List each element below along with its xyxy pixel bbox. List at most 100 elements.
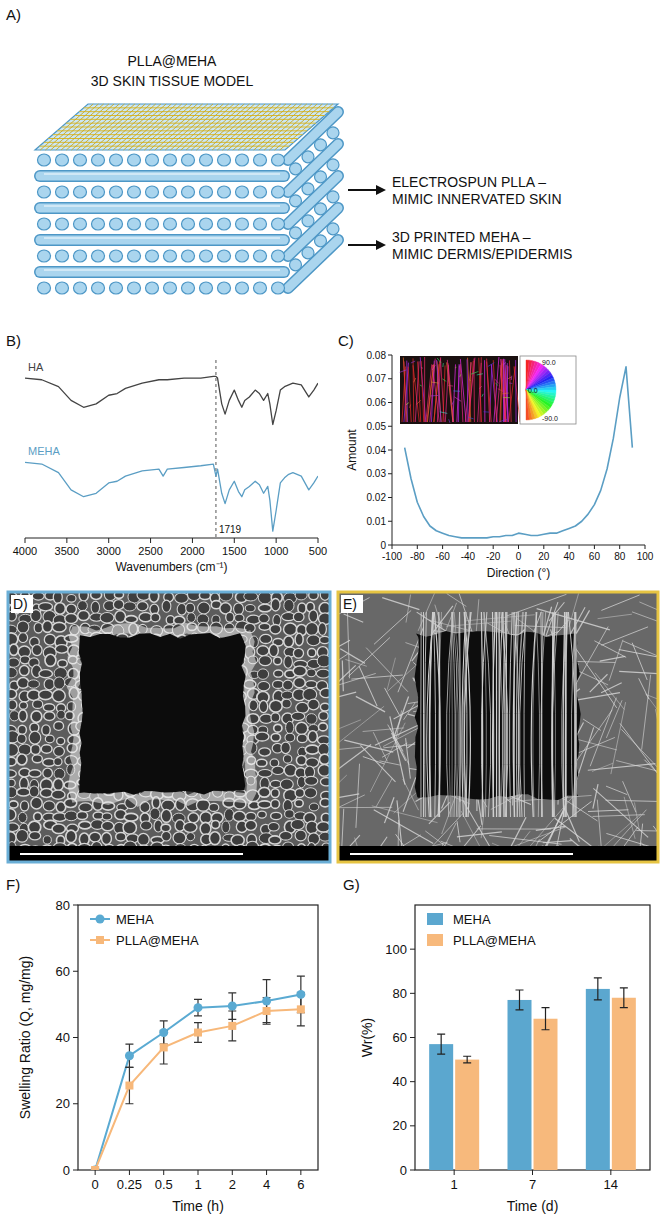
y-tick-label: 80 [393, 986, 407, 1001]
strand-end [254, 186, 267, 198]
pore [44, 712, 55, 721]
inset-fiber [484, 411, 489, 412]
pore [258, 592, 272, 604]
bar [534, 1019, 558, 1170]
aligned-fiber [575, 612, 577, 817]
inset-fiber [503, 359, 508, 422]
strand-end [38, 154, 51, 166]
pore [224, 809, 234, 822]
fiber [644, 760, 658, 812]
fiber [593, 815, 645, 817]
inset-fiber [503, 393, 509, 395]
pore [296, 702, 309, 713]
marker [228, 1002, 237, 1011]
y-tick-label: 0.04 [367, 445, 387, 456]
rim [72, 628, 252, 801]
aligned-fiber [434, 612, 440, 817]
image-ground [8, 592, 330, 862]
fiber [280, 104, 333, 150]
pore [32, 645, 42, 656]
pore [309, 803, 319, 811]
fiber [636, 831, 658, 832]
panel-label: G) [343, 876, 360, 893]
pore [258, 787, 270, 797]
y-tick-label: 0.08 [367, 350, 387, 361]
scaffold [35, 104, 339, 294]
strand-end [164, 154, 177, 166]
marker [125, 1082, 133, 1090]
fiber [338, 807, 392, 808]
fiber [370, 723, 405, 792]
fiber [592, 763, 613, 771]
fiber [461, 811, 480, 847]
pore [9, 644, 18, 655]
legend-swatch [427, 934, 443, 946]
pore [187, 613, 195, 623]
aligned-fiber [439, 612, 442, 817]
pore [123, 602, 136, 611]
pore [283, 680, 293, 690]
error-bar [516, 990, 524, 1010]
strand-end [128, 282, 141, 294]
y-tick [388, 497, 392, 498]
pore [149, 592, 159, 602]
inset-fiber [442, 363, 443, 367]
pore [113, 600, 124, 610]
x-axis-title: Time (d) [507, 1198, 559, 1214]
pore [33, 700, 43, 708]
aligned-fiber [451, 612, 453, 817]
x-tick [232, 1170, 233, 1175]
pore [234, 603, 244, 615]
strand-end [254, 154, 267, 166]
x-tick-label: 0 [516, 551, 522, 562]
aligned-fiber [423, 612, 424, 817]
x-tick-label: 60 [589, 551, 601, 562]
y-tick-label: 0.06 [367, 397, 387, 408]
pore [125, 616, 137, 623]
marker [194, 1029, 202, 1037]
strand-end [182, 218, 195, 230]
pore [308, 649, 316, 657]
pore [297, 734, 307, 742]
x-tick [518, 545, 519, 549]
pore [304, 788, 316, 798]
aligned-fiber [552, 612, 555, 817]
pore [52, 690, 65, 702]
pore [209, 803, 219, 811]
aligned-fiber [571, 612, 575, 817]
fiber [620, 723, 658, 786]
x-tick [454, 1170, 455, 1175]
aligned-fiber [433, 612, 435, 817]
legend-label: MEHA [116, 912, 154, 927]
pore [245, 820, 256, 830]
inset-fiber [453, 390, 460, 391]
y-tick-label: 0.05 [367, 421, 387, 432]
inset-fiber [484, 360, 485, 422]
pore [258, 770, 272, 778]
wheel-label: 0.0 [528, 387, 538, 394]
x-tick [645, 545, 646, 549]
x-tick-label: 2000 [180, 545, 204, 557]
arrow [348, 189, 376, 191]
pore [318, 723, 327, 731]
pore [320, 703, 329, 711]
hole [79, 633, 246, 795]
legend-marker [96, 936, 104, 944]
marker [91, 1166, 100, 1171]
pore [295, 800, 303, 807]
inset-fiber [449, 419, 450, 423]
aligned-fiber [552, 612, 555, 817]
pore [116, 832, 126, 841]
pore [283, 755, 291, 763]
series-label: HA [28, 361, 44, 373]
strand-end [182, 154, 195, 166]
strand [40, 202, 284, 214]
strand-end [218, 250, 231, 262]
strand-end [200, 154, 213, 166]
fiber [606, 800, 658, 801]
strand-end [236, 186, 249, 198]
aligned-fiber [497, 612, 503, 817]
inset: 90.00.0-90.0 [400, 356, 576, 424]
pore [138, 833, 150, 845]
pore [40, 789, 53, 798]
